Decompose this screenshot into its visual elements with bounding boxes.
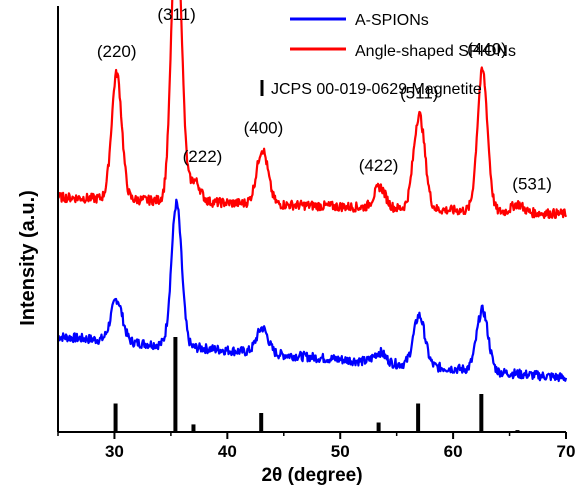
peak-label-220: (220) [97,42,137,61]
peak-label-511: (511) [400,84,438,103]
peak-label-531: (531) [512,174,552,193]
peak-label-311: (311) [157,5,195,24]
x-axis-title: 2θ (degree) [261,465,362,486]
x-tick-label-40: 40 [218,442,237,461]
x-tick-label-60: 60 [444,442,463,461]
axes-layer: 30 40 50 60 70 [57,6,576,461]
x-tick-label-70: 70 [557,442,576,461]
x-tick-label-50: 50 [331,442,350,461]
peak-label-440: (440) [467,40,507,59]
plot-area [57,0,568,432]
x-tick-label-30: 30 [105,442,124,461]
peak-label-222: (222) [183,147,223,166]
legend: A-SPIONs Angle-shaped SPIONs JCPS 00-019… [260,12,516,98]
legend-label-reference: JCPS 00-019-0629 Magnetite [271,81,482,98]
legend-label-a-spions: A-SPIONs [355,12,429,29]
y-axis-title: Intensity (a.u.) [17,190,39,326]
peak-label-400: (400) [244,118,284,137]
series-line-a-spions [57,198,568,383]
peak-label-422: (422) [359,156,399,175]
legend-label-angle-shaped: Angle-shaped SPIONs [355,43,516,60]
series-line-angle-shaped-spions [57,0,568,219]
labels-layer: (220) (311) (222) (400) (422) (511) (440) (531) [97,5,552,193]
